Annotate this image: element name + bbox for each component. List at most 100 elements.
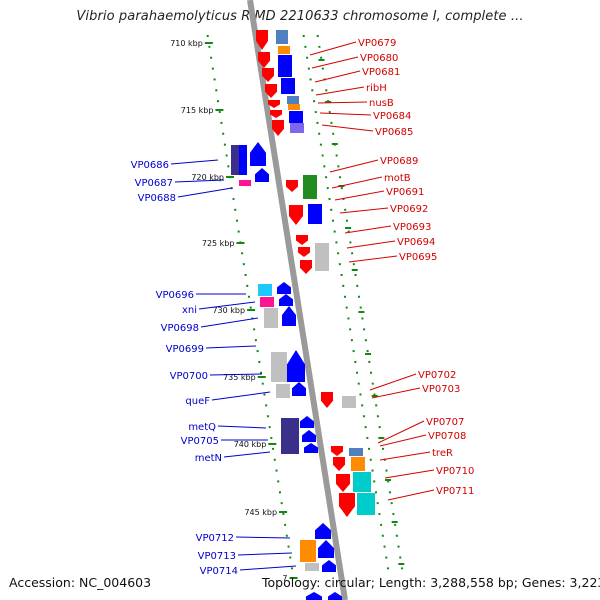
- leader-left-4: [198, 301, 256, 310]
- cog-box: [281, 78, 295, 94]
- gene-arrow: [339, 493, 355, 517]
- leader-right-5: [319, 112, 372, 116]
- gene-label-VP0705: VP0705: [181, 436, 219, 447]
- cog-box: [264, 308, 278, 328]
- leader-left-13: [237, 552, 293, 556]
- gene-arrow: [300, 416, 314, 428]
- cog-box: [353, 472, 371, 492]
- cog-box: [281, 418, 299, 454]
- label-leaders: [170, 41, 435, 571]
- leader-left-11: [223, 451, 271, 458]
- cog-box: [351, 457, 365, 471]
- gene-labels: VP0679 VP0680 VP0681 ribH nusB VP0684 VP0685 VP…: [131, 38, 475, 577]
- leader-right-19: [384, 469, 435, 479]
- leader-right-6: [321, 124, 374, 132]
- gene-arrow: [306, 592, 322, 600]
- gene-label-VP0693: VP0693: [393, 222, 431, 233]
- leader-right-18: [379, 451, 431, 461]
- gene-label-VP0703: VP0703: [422, 384, 460, 395]
- cog-box: [278, 46, 290, 54]
- leader-right-9: [334, 190, 385, 201]
- gene-label-xni: xni: [182, 305, 197, 316]
- leader-right-10: [339, 207, 389, 214]
- gene-label-VP0696: VP0696: [156, 290, 194, 301]
- gene-arrow: [277, 282, 291, 294]
- gene-label-VP0712: VP0712: [196, 533, 234, 544]
- gene-arrow: [262, 68, 274, 82]
- cog-box: [287, 96, 299, 104]
- gene-label-VP0687: VP0687: [135, 178, 173, 189]
- gene-arrow: [318, 540, 334, 558]
- gene-label-VP0707: VP0707: [426, 417, 464, 428]
- gene-arrow: [256, 30, 268, 50]
- gene-label-VP0700: VP0700: [170, 371, 208, 382]
- accession-text: Accession: NC_004603: [9, 575, 152, 590]
- cog-box: [288, 104, 300, 110]
- chromosome-backbone: [247, 0, 348, 600]
- leader-right-12: [346, 240, 396, 249]
- gene-label-VP0714: VP0714: [200, 566, 238, 577]
- gene-arrow: [315, 523, 331, 539]
- gene-arrow: [300, 260, 312, 274]
- gene-arrow: [279, 294, 293, 306]
- leader-left-7: [209, 373, 263, 376]
- gene-arrow: [272, 120, 284, 136]
- gene-label-motB: motB: [384, 173, 411, 184]
- gene-label-VP0688: VP0688: [138, 193, 176, 204]
- leader-right-3: [315, 86, 365, 96]
- cog-box: [305, 563, 319, 571]
- gene-arrow: [289, 205, 303, 225]
- gene-arrow: [287, 350, 305, 382]
- leader-right-14: [369, 373, 417, 391]
- gene-label-treR: treR: [432, 448, 453, 459]
- leader-right-1: [311, 56, 359, 69]
- tick-label-8: 7: [282, 574, 287, 583]
- gene-label-VP0679: VP0679: [358, 38, 396, 49]
- gene-arrow: [304, 443, 318, 453]
- gene-arrow: [292, 382, 306, 396]
- gene-arrow: [321, 392, 333, 408]
- gene-arrow: [336, 474, 350, 492]
- cog-box: [239, 180, 251, 186]
- cog-box: [276, 30, 288, 44]
- leader-right-11: [344, 225, 392, 234]
- gene-label-VP0710: VP0710: [436, 466, 474, 477]
- gene-label-VP0685: VP0685: [375, 127, 413, 138]
- gene-arrow: [265, 84, 277, 98]
- gene-arrow: [270, 110, 282, 118]
- gene-arrow: [282, 306, 296, 326]
- gene-label-VP0689: VP0689: [380, 156, 418, 167]
- tick-label-1: 715 kbp: [181, 106, 214, 115]
- leader-left-1: [174, 179, 225, 183]
- gene-arrow: [258, 52, 270, 68]
- gene-label-metQ: metQ: [188, 422, 216, 433]
- gene-label-VP0699: VP0699: [166, 344, 204, 355]
- gene-arrow: [298, 247, 310, 257]
- cog-box: [290, 123, 304, 133]
- leader-right-7: [329, 159, 379, 173]
- gene-label-metN: metN: [195, 453, 222, 464]
- cog-box: [260, 297, 274, 307]
- gene-arrow: [296, 235, 308, 245]
- cog-box: [271, 352, 287, 382]
- leader-right-2: [314, 70, 361, 83]
- gene-arrow: [331, 446, 343, 456]
- gene-arrow: [255, 168, 269, 182]
- gene-arrow: [322, 560, 336, 572]
- leader-right-15: [371, 387, 421, 399]
- tick-label-0: 710 kbp: [170, 39, 203, 48]
- cog-box: [342, 396, 356, 408]
- cog-box: [357, 493, 375, 515]
- tick-label-6: 740 kbp: [234, 440, 267, 449]
- gene-arrow: [333, 457, 345, 471]
- backbone-line: [247, 0, 348, 600]
- kbp-ticks: 710 kbp 715 kbp 720 kbp 725 kbp 730 kbp 735 k…: [170, 39, 405, 583]
- leader-left-9: [217, 425, 267, 429]
- leader-left-2: [177, 187, 233, 198]
- gene-label-VP0708: VP0708: [428, 431, 466, 442]
- gene-label-VP0691: VP0691: [386, 187, 424, 198]
- gene-arrow: [250, 142, 266, 166]
- gene-label-VP0702: VP0702: [418, 370, 456, 381]
- gene-arrow: [286, 180, 298, 192]
- tick-label-5: 735 kbp: [223, 373, 256, 382]
